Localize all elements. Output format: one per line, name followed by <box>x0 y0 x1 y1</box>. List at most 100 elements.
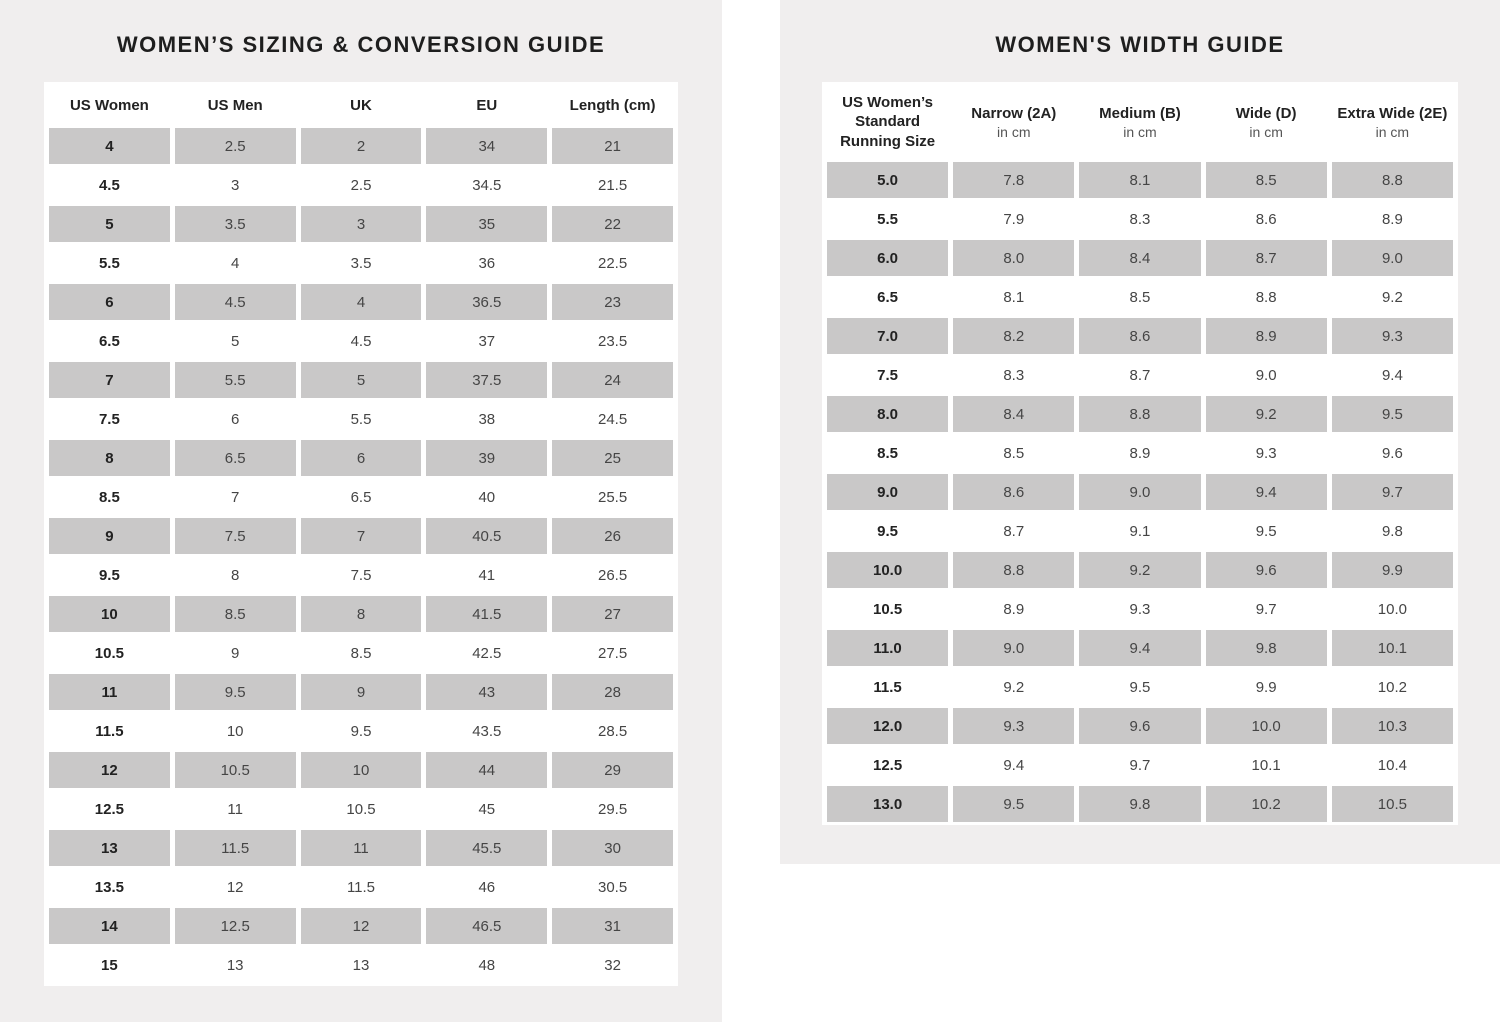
table-row: 5.0 7.8 8.1 8.5 8.8 <box>827 162 1453 198</box>
column-header: Wide (D) in cm <box>1206 85 1327 159</box>
table-row: 7.5 6 5.5 38 24.5 <box>49 401 673 437</box>
size-cell: 9.3 <box>1255 444 1277 462</box>
size-cell: 11.5 <box>346 878 376 896</box>
size-cell-primary: 8 <box>49 440 170 476</box>
table-row: 13 11.5 11 45.5 30 <box>49 830 673 866</box>
size-cell: 40 <box>478 488 496 506</box>
size-cell: 32 <box>604 956 621 974</box>
table-row: 7.0 8.2 8.6 8.9 9.3 <box>827 318 1453 354</box>
size-cell-primary: 7 <box>49 362 170 398</box>
size-cell: 7 <box>231 488 240 506</box>
column-header-label: Extra Wide (2E) <box>1337 104 1448 122</box>
size-cell: 9.7 <box>1331 474 1453 510</box>
column-header: Extra Wide (2E) in cm <box>1332 85 1453 159</box>
size-cell: 9.8 <box>1381 522 1403 540</box>
size-cell: 12 <box>226 878 244 896</box>
size-cell: 44 <box>426 752 548 788</box>
size-cell: 8.8 <box>1331 162 1453 198</box>
table-row: 5.5 4 3.5 36 22.5 <box>49 245 673 281</box>
table-row: 12 10.5 10 44 29 <box>49 752 673 788</box>
table-row: 11.5 9.2 9.5 9.9 10.2 <box>827 669 1453 705</box>
column-header-unit: in cm <box>1375 124 1410 141</box>
size-cell: 9.3 <box>953 708 1075 744</box>
size-cell: 26 <box>552 518 673 554</box>
size-cell: 8.5 <box>1129 288 1151 306</box>
column-header: UK <box>350 96 372 114</box>
table-row: 9.5 8.7 9.1 9.5 9.8 <box>827 513 1453 549</box>
size-cell: 13 <box>226 956 244 974</box>
size-cell: 6.5 <box>174 440 296 476</box>
column-header: EU <box>476 96 498 114</box>
size-cell: 8.6 <box>1079 318 1201 354</box>
size-cell: 45 <box>478 800 496 818</box>
width-guide-panel: WOMEN'S WIDTH GUIDE US Women’s Standard … <box>780 0 1500 864</box>
size-cell: 46.5 <box>426 908 548 944</box>
size-cell: 31 <box>552 908 673 944</box>
column-header-label: Narrow (2A) <box>971 104 1057 122</box>
size-cell-primary: 9 <box>49 518 170 554</box>
sizing-conversion-table: US Women US Men UK EU Length (cm) 4 2.5 2 34 21 4… <box>44 82 678 986</box>
size-cell: 8.1 <box>1003 288 1025 306</box>
size-cell: 8.5 <box>1205 162 1327 198</box>
size-cell: 9.4 <box>1205 474 1327 510</box>
size-cell: 3 <box>231 176 240 194</box>
size-cell-primary: 12.0 <box>827 708 949 744</box>
size-cell: 24 <box>552 362 673 398</box>
table-row: 7.5 8.3 8.7 9.0 9.4 <box>827 357 1453 393</box>
size-cell: 41 <box>478 566 496 584</box>
size-cell-primary: 10 <box>49 596 170 632</box>
size-cell-primary: 7.5 <box>877 366 899 384</box>
size-cell-primary: 8.5 <box>877 444 899 462</box>
size-cell: 46 <box>478 878 496 896</box>
sizing-conversion-table-box: US Women US Men UK EU Length (cm) 4 2.5 2 34 21 4… <box>44 82 678 986</box>
size-cell: 9.6 <box>1079 708 1201 744</box>
column-header: Length (cm) <box>569 96 656 114</box>
size-cell: 27.5 <box>597 644 628 662</box>
size-cell: 10.0 <box>1205 708 1327 744</box>
size-cell: 6 <box>231 410 240 428</box>
size-cell: 4.5 <box>350 332 372 350</box>
size-cell: 10.5 <box>346 800 376 818</box>
size-cell: 5.5 <box>174 362 296 398</box>
size-cell: 11 <box>227 800 243 818</box>
table-row: 11.0 9.0 9.4 9.8 10.1 <box>827 630 1453 666</box>
size-cell: 8 <box>300 596 422 632</box>
size-cell-primary: 13.5 <box>94 878 124 896</box>
column-header-unit: in cm <box>1249 124 1283 141</box>
size-cell: 10.2 <box>1377 678 1407 696</box>
size-cell: 9.5 <box>1129 678 1151 696</box>
size-cell-primary: 10.5 <box>872 600 903 618</box>
size-cell: 36.5 <box>426 284 548 320</box>
size-cell: 21.5 <box>597 176 628 194</box>
size-cell: 5 <box>300 362 422 398</box>
size-cell: 9.8 <box>1205 630 1327 666</box>
size-cell: 9.0 <box>953 630 1075 666</box>
size-cell: 23.5 <box>597 332 628 350</box>
table-row: 5.5 7.9 8.3 8.6 8.9 <box>827 201 1453 237</box>
table-row: 8.5 7 6.5 40 25.5 <box>49 479 673 515</box>
size-cell: 3.5 <box>350 254 372 272</box>
table-row: 9.5 8 7.5 41 26.5 <box>49 557 673 593</box>
size-cell: 10 <box>300 752 422 788</box>
size-cell-primary: 15 <box>101 956 118 974</box>
size-cell: 9.0 <box>1331 240 1453 276</box>
table-row: 6.5 5 4.5 37 23.5 <box>49 323 673 359</box>
size-cell: 8.4 <box>1079 240 1201 276</box>
size-cell: 8.3 <box>1129 210 1151 228</box>
size-cell: 4.5 <box>174 284 296 320</box>
size-cell-primary: 9.0 <box>827 474 949 510</box>
size-cell: 9.2 <box>1003 678 1025 696</box>
size-cell: 2 <box>300 128 422 164</box>
size-cell-primary: 12 <box>49 752 170 788</box>
size-cell: 6.5 <box>350 488 372 506</box>
size-cell-primary: 6 <box>49 284 170 320</box>
size-cell-primary: 5.5 <box>877 210 899 228</box>
table-row: 6.5 8.1 8.5 8.8 9.2 <box>827 279 1453 315</box>
width-guide-table: US Women’s Standard Running Size Narrow (… <box>822 82 1458 825</box>
column-header: US Women’s Standard Running Size <box>827 85 948 159</box>
table-row: 12.5 9.4 9.7 10.1 10.4 <box>827 747 1453 783</box>
sizing-conversion-panel: WOMEN’S SIZING & CONVERSION GUIDE US Wom… <box>0 0 722 1022</box>
size-cell: 9.2 <box>1381 288 1403 306</box>
column-header-label: US Women’s Standard Running Size <box>840 93 936 150</box>
